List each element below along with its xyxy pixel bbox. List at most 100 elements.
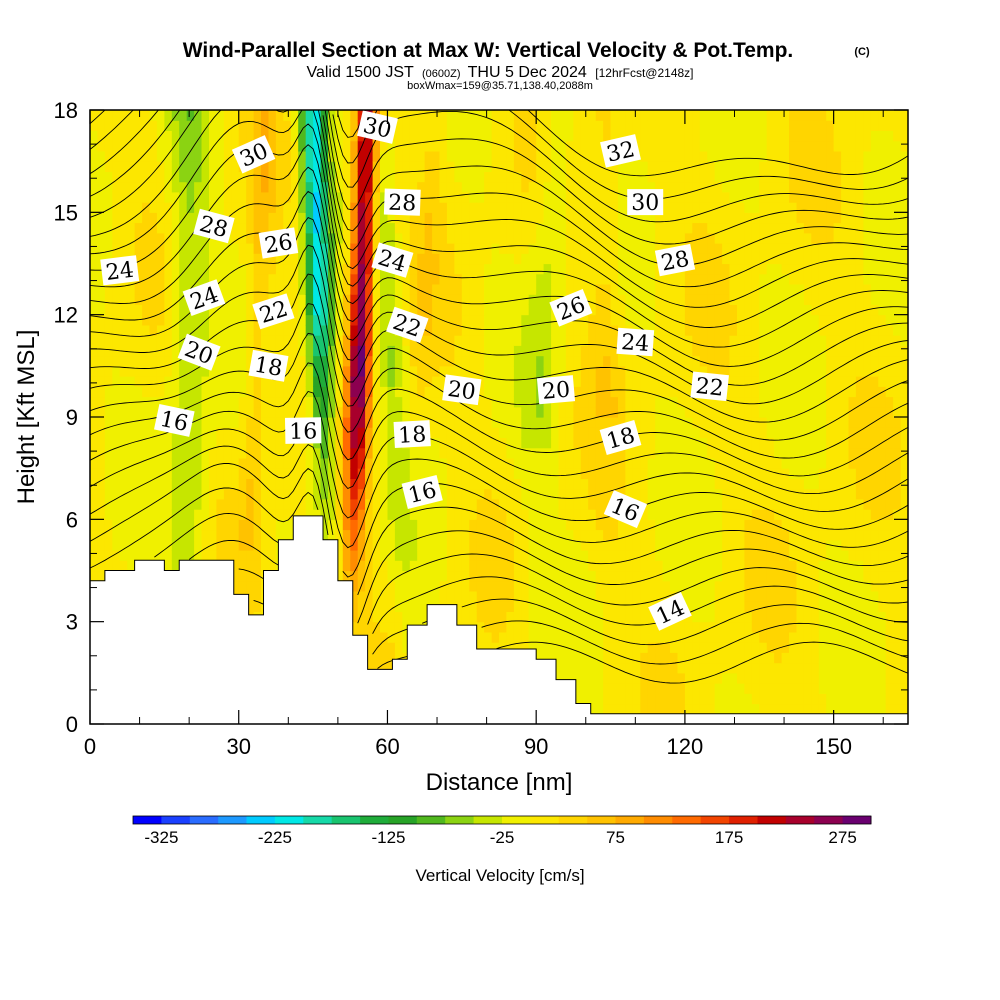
field-cell xyxy=(454,355,463,367)
field-cell xyxy=(513,406,522,418)
field-cell xyxy=(469,130,478,142)
field-cell xyxy=(365,570,374,582)
field-cell xyxy=(171,560,180,572)
field-cell xyxy=(558,437,567,449)
field-cell xyxy=(179,355,188,367)
field-cell xyxy=(454,171,463,183)
field-cell xyxy=(610,550,619,561)
field-cell xyxy=(677,284,686,295)
field-cell xyxy=(305,498,314,510)
field-cell xyxy=(149,529,158,541)
field-cell xyxy=(357,488,366,500)
field-cell xyxy=(305,171,314,183)
field-cell xyxy=(97,161,106,172)
field-cell xyxy=(692,672,701,684)
field-cell xyxy=(506,314,515,326)
field-cell xyxy=(655,181,664,193)
field-cell xyxy=(588,478,597,490)
field-cell xyxy=(528,120,537,131)
field-cell xyxy=(446,120,455,131)
field-cell xyxy=(484,376,493,387)
field-cell xyxy=(268,140,277,152)
field-cell xyxy=(387,171,396,183)
field-cell xyxy=(134,478,143,490)
field-cell xyxy=(372,171,381,183)
field-cell xyxy=(565,662,574,674)
field-cell xyxy=(536,550,545,561)
field-cell xyxy=(677,631,686,643)
field-cell xyxy=(290,509,299,520)
field-cell xyxy=(246,519,255,531)
field-cell xyxy=(692,539,701,551)
field-cell xyxy=(253,253,262,265)
field-cell xyxy=(647,560,656,572)
field-cell xyxy=(171,550,180,561)
field-cell xyxy=(342,406,351,418)
field-cell xyxy=(283,120,292,131)
field-cell xyxy=(104,232,113,244)
field-cell xyxy=(543,365,552,377)
field-cell xyxy=(380,457,388,469)
field-cell xyxy=(298,355,307,367)
field-cell xyxy=(223,365,232,377)
field-cell xyxy=(171,478,180,490)
field-cell xyxy=(506,447,515,459)
field-cell xyxy=(313,181,322,193)
field-cell xyxy=(409,376,418,387)
field-cell xyxy=(201,539,210,551)
field-cell xyxy=(104,150,113,162)
field-cell xyxy=(350,468,359,479)
field-cell xyxy=(536,120,545,131)
field-cell xyxy=(506,110,515,121)
field-cell xyxy=(394,335,403,346)
field-cell xyxy=(521,396,530,408)
field-cell xyxy=(610,611,619,623)
field-cell xyxy=(164,396,173,408)
field-cell xyxy=(432,161,441,172)
field-cell xyxy=(684,560,693,572)
field-cell xyxy=(268,263,277,275)
field-cell xyxy=(253,324,262,336)
field-cell xyxy=(149,284,158,295)
field-cell xyxy=(275,181,284,193)
field-cell xyxy=(655,324,664,336)
field-cell xyxy=(461,498,470,510)
field-cell xyxy=(246,345,255,357)
field-cell xyxy=(655,130,664,142)
field-cell xyxy=(216,202,225,213)
field-cell xyxy=(156,304,165,316)
field-cell xyxy=(283,468,292,479)
field-cell xyxy=(372,304,381,316)
field-cell xyxy=(446,161,455,172)
field-cell xyxy=(119,181,128,193)
field-cell xyxy=(543,355,552,367)
field-cell xyxy=(409,294,418,305)
field-cell xyxy=(380,294,388,305)
field-cell xyxy=(402,457,411,469)
field-cell xyxy=(97,171,106,183)
field-cell xyxy=(350,335,359,346)
field-cell xyxy=(439,314,448,326)
field-cell xyxy=(194,150,203,162)
field-cell xyxy=(432,386,441,398)
field-cell xyxy=(186,396,195,408)
field-cell xyxy=(179,202,188,213)
field-cell xyxy=(692,417,701,428)
field-cell xyxy=(357,161,366,172)
field-cell xyxy=(328,314,336,326)
field-cell xyxy=(684,324,693,336)
field-cell xyxy=(216,150,225,162)
field-cell xyxy=(536,253,545,265)
field-cell xyxy=(253,284,262,295)
field-cell xyxy=(335,222,344,234)
field-cell xyxy=(610,703,619,715)
field-cell xyxy=(372,478,381,490)
field-cell xyxy=(551,191,560,203)
field-cell xyxy=(275,324,284,336)
field-cell xyxy=(610,253,619,265)
field-cell xyxy=(640,693,649,705)
field-cell xyxy=(223,519,232,531)
field-cell xyxy=(565,396,574,408)
field-cell xyxy=(328,243,336,254)
field-cell xyxy=(357,406,366,418)
